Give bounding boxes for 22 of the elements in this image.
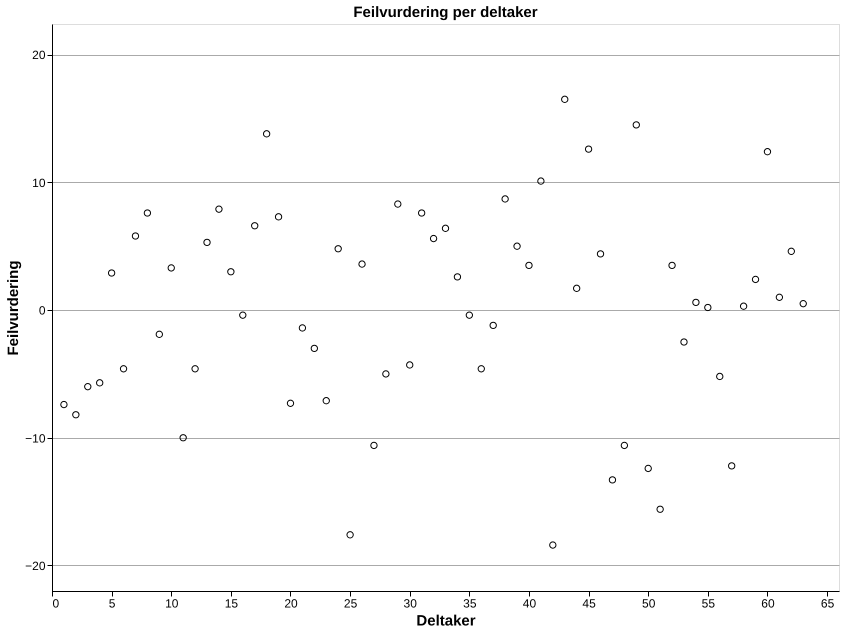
- y-tick-label: −20: [25, 558, 46, 573]
- y-tick-label: 0: [38, 304, 46, 318]
- x-tick-label: 0: [52, 596, 60, 610]
- x-tick-label: 10: [165, 596, 179, 610]
- x-axis-title: Deltaker: [416, 612, 476, 630]
- y-tick-label: 10: [32, 176, 46, 190]
- x-tick-label: 65: [820, 596, 835, 610]
- chart-title: Feilvurdering per deltaker: [353, 4, 538, 21]
- x-tick-label: 40: [522, 596, 536, 610]
- x-tick-label: 20: [284, 596, 298, 610]
- y-tick-label: −10: [25, 431, 46, 446]
- x-tick-label: 50: [642, 596, 656, 610]
- x-tick-label: 60: [761, 596, 775, 610]
- x-tick-label: 55: [702, 596, 716, 610]
- x-tick-label: 25: [344, 596, 358, 610]
- y-axis-title: Feilvurdering: [5, 260, 22, 356]
- y-tick-label: 20: [32, 48, 46, 62]
- x-tick-label: 30: [404, 596, 418, 610]
- x-tick-label: 35: [463, 596, 477, 610]
- x-tick-label: 5: [108, 596, 116, 610]
- x-tick-label: 15: [224, 596, 238, 610]
- x-tick-label: 45: [582, 596, 596, 610]
